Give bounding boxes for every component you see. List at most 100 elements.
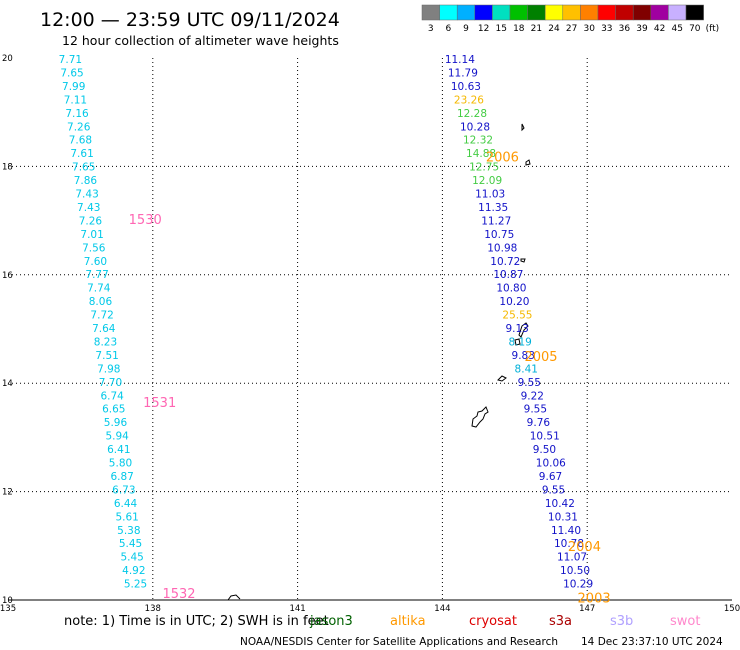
legend-swatch [421, 4, 440, 21]
wave-height-label: 7.01 [80, 229, 103, 241]
wave-height-label: 8.06 [89, 296, 113, 308]
x-tick-label: 138 [145, 604, 161, 614]
wave-height-label: 6.73 [112, 484, 135, 496]
x-tick-label: 144 [434, 604, 450, 614]
wave-height-label: 4.92 [122, 565, 145, 577]
legend-label: 21 [531, 24, 542, 34]
footer: note: 1) Time is in UTC; 2) SWH is in fe… [64, 614, 723, 648]
wave-height-label: 7.77 [85, 269, 108, 281]
wave-height-label: 6.87 [110, 471, 133, 483]
satellite-name-s3a: s3a [549, 614, 572, 629]
wave-height-label: 8.41 [515, 363, 538, 375]
wave-height-label: 11.79 [448, 67, 478, 79]
kyushu-fragment-outline [227, 594, 241, 601]
legend-label: 36 [619, 24, 631, 34]
wave-height-label: 10.98 [487, 242, 517, 254]
wave-height-label: 10.51 [530, 431, 560, 443]
y-tick-label: 10 [2, 596, 13, 606]
axis-tick-labels: 135 138 141 144 147 150 10 12 14 16 18 20 [0, 54, 740, 614]
wave-height-label: 10.63 [451, 81, 481, 93]
wave-height-label: 9.67 [539, 471, 562, 483]
legend-label: 18 [513, 24, 525, 34]
wave-height-label: 5.94 [105, 431, 129, 443]
pass-time-label: 2005 [524, 350, 557, 365]
legend-swatch [492, 4, 511, 21]
legend-swatch [615, 4, 634, 21]
legend-swatch [527, 4, 546, 21]
wave-height-label: 11.27 [481, 215, 511, 227]
wave-height-label: 9.83 [512, 350, 535, 362]
legend-swatch [439, 4, 458, 21]
y-tick-label: 14 [2, 379, 13, 389]
wave-height-label: 5.80 [109, 458, 132, 470]
legend-swatch [668, 4, 687, 21]
wave-height-label: 7.26 [79, 215, 103, 227]
wave-height-label: 23.26 [454, 94, 484, 106]
satellite-name-jason3: jason3 [309, 614, 353, 629]
pass-time-label: 2006 [486, 151, 519, 166]
wave-height-label: 5.45 [120, 552, 143, 564]
wave-height-label: 7.51 [95, 350, 118, 362]
satellite-name-altika: altika [390, 614, 426, 629]
wave-height-label: 7.98 [97, 363, 120, 375]
wave-height-label: 5.96 [104, 417, 128, 429]
wave-height-label: 10.50 [560, 565, 590, 577]
wave-height-label: 5.25 [124, 579, 147, 591]
legend-label: 6 [446, 24, 452, 34]
wave-height-label: 25.55 [502, 310, 532, 322]
wave-height-label: 9.76 [527, 417, 551, 429]
wave-height-label: 10.87 [493, 269, 523, 281]
wave-height-label: 7.43 [75, 189, 98, 201]
saipan-island-outline [518, 322, 529, 338]
y-tick-label: 20 [2, 54, 13, 64]
wave-height-label: 7.65 [60, 67, 83, 79]
legend-label: 15 [495, 24, 506, 34]
wave-height-label: 9.55 [524, 404, 547, 416]
y-tick-label: 12 [2, 488, 13, 498]
wave-height-label: 7.64 [92, 323, 116, 335]
satellite-name-cryosat: cryosat [469, 614, 517, 629]
wave-height-label: 7.65 [72, 162, 95, 174]
x-tick-label: 150 [724, 604, 740, 614]
wave-height-label: 10.75 [484, 229, 514, 241]
wave-height-label: 7.72 [90, 310, 113, 322]
footer-timestamp: 14 Dec 23:37:10 UTC 2024 [581, 636, 723, 648]
wave-height-label: 10.29 [563, 579, 593, 591]
legend-swatch [509, 4, 528, 21]
wave-height-label: 7.16 [65, 108, 89, 120]
legend-swatch [456, 4, 476, 21]
legend-label: 30 [583, 24, 595, 34]
pass-time-label: 1532 [162, 587, 195, 602]
wave-height-label: 7.61 [70, 148, 93, 160]
legend-swatch [562, 4, 581, 21]
satellite-legend: jason3 altika cryosat s3a s3b swot [309, 614, 700, 629]
wave-height-label: 11.40 [551, 525, 581, 537]
legend-swatch [685, 4, 704, 21]
legend-swatch [474, 4, 493, 21]
altimeter-tracks: 7.717.657.997.117.167.267.687.617.657.86… [59, 54, 611, 606]
legend-label: 27 [566, 24, 577, 34]
wave-height-label: 6.65 [102, 404, 125, 416]
legend-label: 70 [689, 24, 701, 34]
wave-height-label: 12.32 [463, 135, 493, 147]
wave-height-label: 12.09 [472, 175, 502, 187]
legend-label: 9 [463, 24, 469, 34]
wave-height-label: 10.20 [499, 296, 529, 308]
wave-height-label: 11.07 [557, 552, 587, 564]
wave-height-label: 10.72 [490, 256, 520, 268]
wave-height-label: 8.23 [94, 336, 117, 348]
agrihan-island-outline [525, 159, 531, 166]
chart-title: 12:00 — 23:59 UTC 09/11/2024 [40, 9, 340, 31]
tinian-island-outline [514, 338, 521, 346]
wave-height-label: 10.42 [545, 498, 575, 510]
wave-height-label: 6.74 [100, 390, 124, 402]
wave-height-label: 9.22 [521, 390, 544, 402]
wave-height-label: 7.99 [62, 81, 85, 93]
wave-height-label: 10.28 [460, 121, 490, 133]
x-tick-label: 135 [0, 604, 16, 614]
x-tick-label: 147 [579, 604, 595, 614]
wave-height-color-legend: 3 6 9 12 15 18 21 24 27 30 33 36 39 42 45 70 (ft) [421, 4, 719, 34]
wave-height-label: 7.70 [99, 377, 122, 389]
legend-swatch [580, 4, 599, 21]
